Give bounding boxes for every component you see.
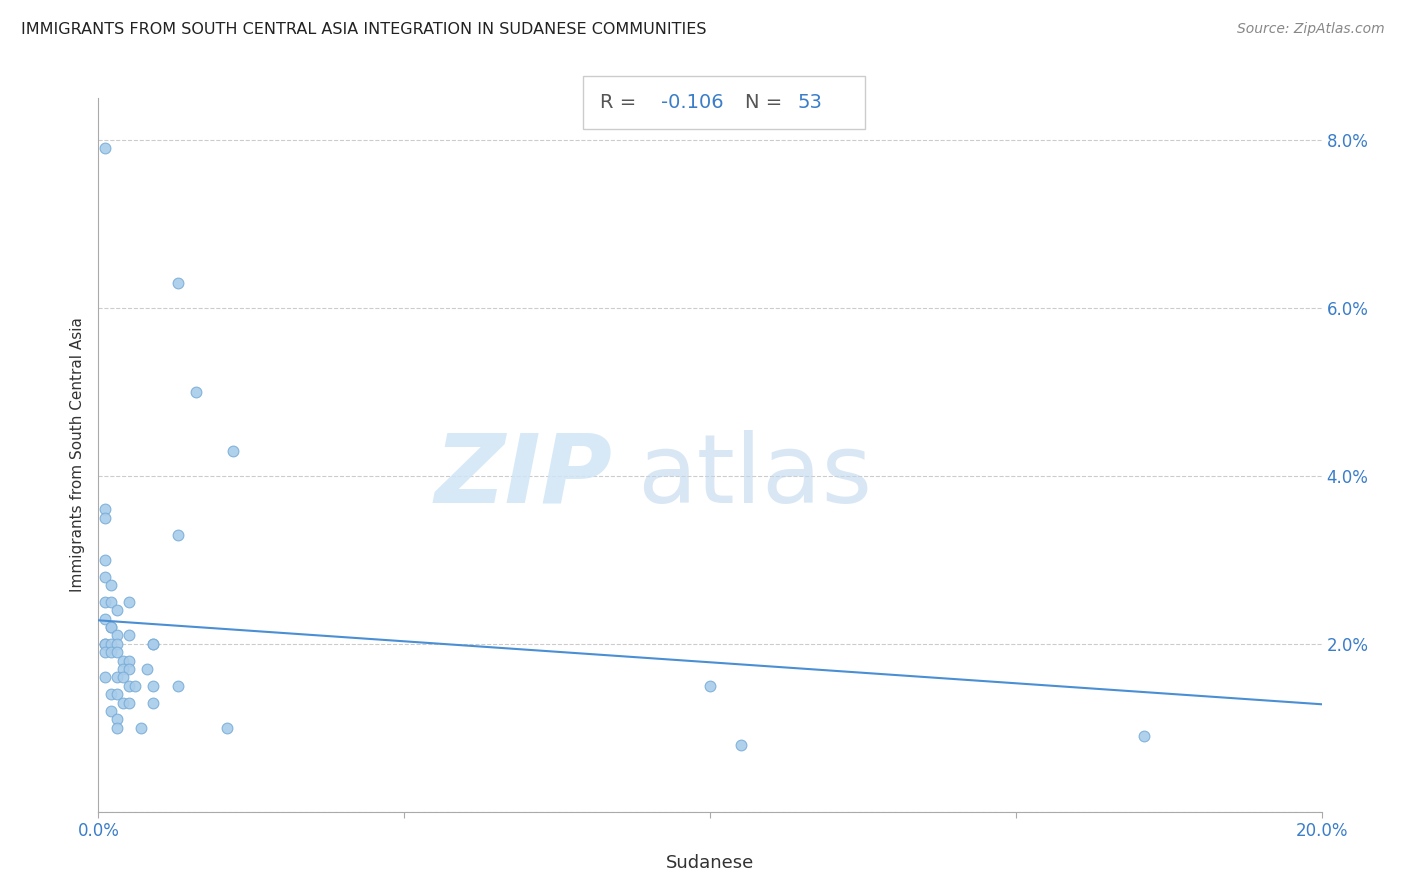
Text: atlas: atlas: [637, 430, 872, 523]
Text: -0.106: -0.106: [661, 93, 724, 112]
Point: [142, 696, 165, 710]
Point: [167, 276, 190, 290]
Point: [118, 662, 141, 676]
Point: [111, 654, 134, 668]
Point: [118, 654, 141, 668]
Point: [124, 679, 146, 693]
Point: [100, 578, 122, 592]
Point: [93, 595, 115, 609]
Text: Source: ZipAtlas.com: Source: ZipAtlas.com: [1237, 22, 1385, 37]
Point: [215, 721, 238, 735]
Point: [105, 628, 128, 642]
Point: [105, 687, 128, 701]
Point: [222, 443, 245, 458]
Point: [93, 612, 115, 626]
Point: [105, 712, 128, 726]
Point: [93, 637, 115, 651]
Point: [93, 511, 115, 525]
Point: [118, 628, 141, 642]
Point: [118, 696, 141, 710]
Point: [100, 620, 122, 634]
Point: [142, 679, 165, 693]
X-axis label: Sudanese: Sudanese: [666, 854, 754, 872]
Point: [93, 645, 115, 659]
Point: [93, 670, 115, 684]
Point: [730, 738, 752, 752]
Point: [142, 637, 165, 651]
Point: [93, 569, 115, 583]
Point: [111, 662, 134, 676]
FancyBboxPatch shape: [583, 76, 865, 129]
Point: [129, 721, 152, 735]
Y-axis label: Immigrants from South Central Asia: Immigrants from South Central Asia: [69, 318, 84, 592]
Point: [111, 696, 134, 710]
Point: [186, 384, 208, 399]
Point: [1133, 729, 1156, 743]
Point: [699, 679, 721, 693]
Point: [100, 704, 122, 718]
Point: [118, 679, 141, 693]
Text: R =: R =: [600, 93, 643, 112]
Text: N =: N =: [745, 93, 789, 112]
Point: [100, 687, 122, 701]
Point: [100, 620, 122, 634]
Point: [142, 637, 165, 651]
Point: [100, 637, 122, 651]
Point: [105, 645, 128, 659]
Point: [100, 645, 122, 659]
Point: [93, 637, 115, 651]
Point: [93, 553, 115, 567]
Point: [111, 670, 134, 684]
Point: [100, 595, 122, 609]
Point: [93, 502, 115, 516]
Point: [136, 662, 159, 676]
Point: [93, 141, 115, 155]
Point: [105, 670, 128, 684]
Point: [105, 721, 128, 735]
Point: [105, 637, 128, 651]
Text: 53: 53: [797, 93, 823, 112]
Point: [118, 595, 141, 609]
Point: [167, 679, 190, 693]
Text: IMMIGRANTS FROM SOUTH CENTRAL ASIA INTEGRATION IN SUDANESE COMMUNITIES: IMMIGRANTS FROM SOUTH CENTRAL ASIA INTEG…: [21, 22, 707, 37]
Point: [105, 603, 128, 617]
Text: ZIP: ZIP: [434, 430, 612, 523]
Point: [167, 527, 190, 541]
